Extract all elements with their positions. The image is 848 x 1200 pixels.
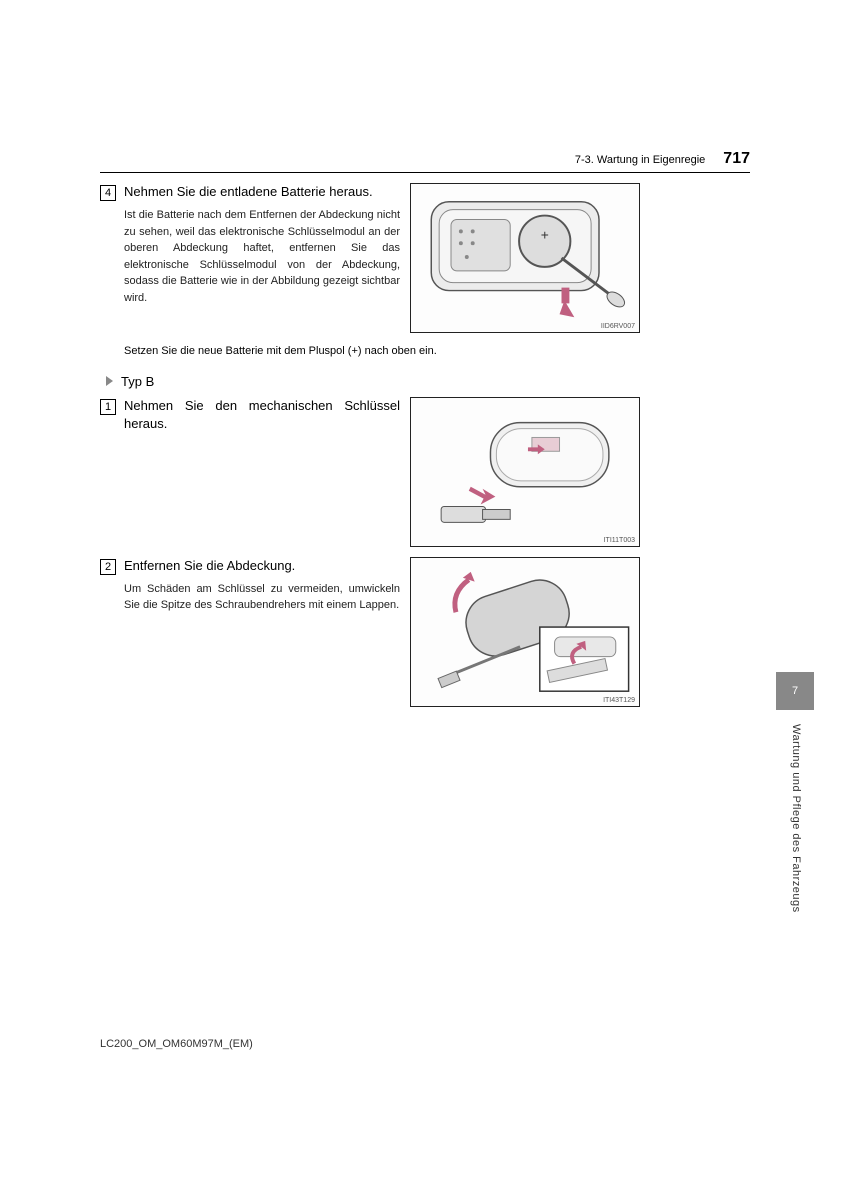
step-text: Nehmen Sie die entladene Batterie heraus… (124, 183, 400, 333)
page-content: 7-3. Wartung in Eigenregie 717 4 Nehmen … (100, 150, 750, 717)
step-2: 2 Entfernen Sie die Abdeckung. Um Schäde… (100, 557, 750, 707)
step-body: Ist die Batterie nach dem Entfernen der … (124, 207, 400, 306)
step-4: 4 Nehmen Sie die entladene Batterie hera… (100, 183, 750, 333)
illustration-mech-key: ITI11T003 (410, 397, 640, 547)
type-label: Typ B (121, 374, 154, 389)
step-number-box: 1 (100, 399, 116, 415)
step-number-box: 2 (100, 559, 116, 575)
note-after-step4: Setzen Sie die neue Batterie mit dem Plu… (124, 343, 750, 360)
step-number-box: 4 (100, 185, 116, 201)
step-4-text-block: 4 Nehmen Sie die entladene Batterie hera… (100, 183, 400, 333)
step-text: Entfernen Sie die Abdeckung. Um Schäden … (124, 557, 400, 707)
page-number: 717 (723, 150, 750, 168)
page-header: 7-3. Wartung in Eigenregie 717 (100, 150, 750, 173)
step-text: Nehmen Sie den mechanischen Schlüssel he… (124, 397, 400, 547)
bullet-arrow-icon (106, 376, 113, 386)
step-1-text-block: 1 Nehmen Sie den mechanischen Schlüssel … (100, 397, 400, 547)
step-title: Nehmen Sie den mechanischen Schlüssel he… (124, 397, 400, 433)
step-2-text-block: 2 Entfernen Sie die Abdeckung. Um Schäde… (100, 557, 400, 707)
chapter-tab-label: Wartung und Pflege des Fahrzeugs (790, 724, 802, 913)
type-b-row: Typ B (106, 374, 750, 389)
illustration-cover: ITI43T129 (410, 557, 640, 707)
section-label: 7-3. Wartung in Eigenregie (575, 154, 705, 166)
step-title: Entfernen Sie die Abdeckung. (124, 557, 400, 575)
step-body: Um Schäden am Schlüssel zu vermeiden, um… (124, 581, 400, 614)
step-title: Nehmen Sie die entladene Batterie heraus… (124, 183, 400, 201)
step-1: 1 Nehmen Sie den mechanischen Schlüssel … (100, 397, 750, 547)
illustration-code: ITI11T003 (604, 537, 635, 544)
illustration-code: ITI43T129 (603, 697, 635, 704)
chapter-tab: 7 (776, 672, 814, 710)
footer-code: LC200_OM_OM60M97M_(EM) (100, 1038, 253, 1050)
svg-text:+: + (541, 226, 549, 242)
illustration-code: IID6RV007 (601, 323, 635, 330)
illustration-battery: + IID6RV007 (410, 183, 640, 333)
